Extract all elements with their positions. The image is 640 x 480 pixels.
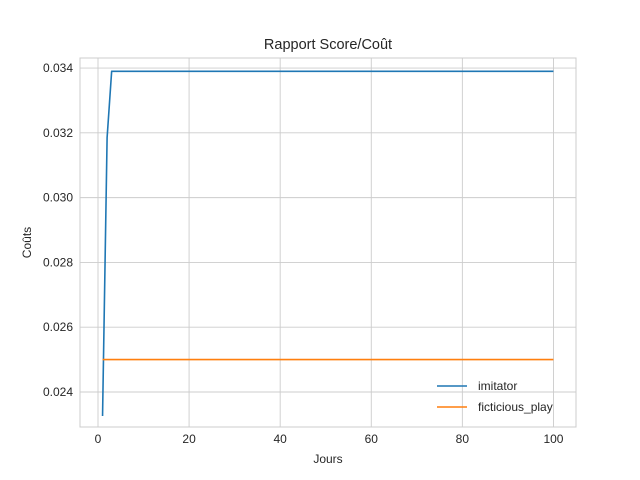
x-tick-label: 60 [365,432,379,446]
x-tick-label: 100 [543,432,563,446]
y-tick-label: 0.026 [43,320,73,334]
x-tick-label: 80 [456,432,470,446]
legend-label: imitator [478,379,517,393]
x-tick-label: 0 [95,432,102,446]
y-tick-label: 0.030 [43,191,73,205]
y-tick-label: 0.032 [43,126,73,140]
x-tick-label: 40 [273,432,287,446]
tick-labels: 0 20 40 60 80 100 0.024 0.026 0.028 0.030 0.032 0.0… [43,61,564,446]
series-lines [101,70,554,417]
y-axis-label: Coûts [20,227,34,258]
legend-label: ficticious_play [478,400,553,414]
y-tick-label: 0.034 [43,61,73,75]
x-tick-label: 20 [182,432,196,446]
chart-title: Rapport Score/Coût [264,37,392,53]
y-tick-label: 0.024 [43,385,73,399]
plot-area-frame [79,57,577,428]
grid [80,58,576,427]
x-axis-label: Jours [313,452,342,466]
y-tick-label: 0.028 [43,255,73,269]
series-line-imitator [101,70,554,417]
legend: imitator ficticious_play [437,379,553,414]
